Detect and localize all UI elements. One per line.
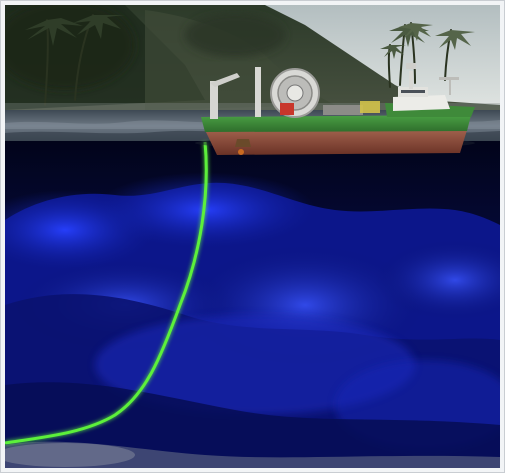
palm-trees [25,14,475,106]
seabed [5,172,500,468]
fiber-cable [5,141,208,445]
jungle-hill [5,5,500,120]
scene-svg [5,5,500,468]
cable-laying-ship [195,63,475,155]
shore-haze [5,103,500,113]
scene [5,5,500,468]
